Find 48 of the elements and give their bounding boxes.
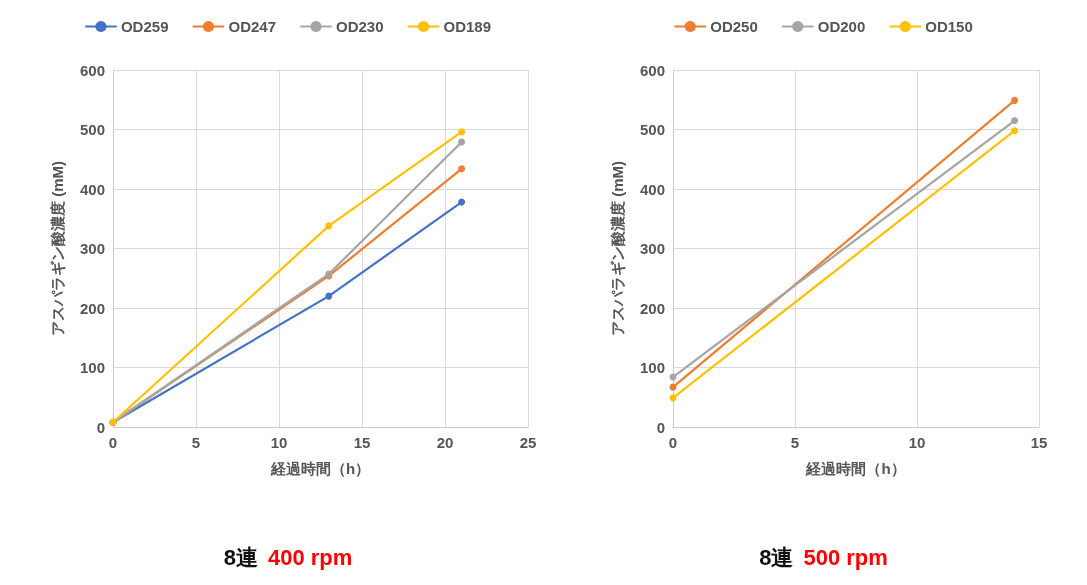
point bbox=[1011, 127, 1019, 135]
x-tick-label: 5 bbox=[790, 434, 800, 451]
legend-label: OD150 bbox=[925, 18, 973, 35]
point bbox=[458, 138, 466, 146]
y-tick-label: 300 bbox=[639, 240, 665, 257]
x-tick-label: 10 bbox=[908, 434, 926, 451]
x-tick-label: 20 bbox=[436, 434, 454, 451]
point bbox=[325, 292, 333, 300]
y-tick-label: 500 bbox=[639, 121, 665, 138]
point bbox=[458, 165, 466, 173]
point bbox=[325, 222, 333, 230]
point bbox=[458, 128, 466, 136]
x-axis-title: 経過時間（h） bbox=[269, 460, 371, 477]
y-axis-title: アスパラギン酸濃度 (mM) bbox=[609, 161, 626, 336]
y-tick-label: 100 bbox=[639, 359, 665, 376]
x-tick-label: 25 bbox=[519, 434, 537, 451]
y-tick-label: 600 bbox=[639, 61, 665, 79]
legend-label: OD230 bbox=[336, 18, 384, 35]
y-tick-label: 100 bbox=[79, 359, 105, 376]
y-tick-label: 0 bbox=[656, 418, 665, 436]
legend-label: OD189 bbox=[443, 18, 492, 35]
point bbox=[1011, 96, 1019, 104]
x-tick-label: 15 bbox=[1030, 434, 1048, 451]
x-tick-label: 15 bbox=[353, 434, 371, 451]
y-tick-label: 300 bbox=[79, 240, 105, 257]
x-tick-label: 10 bbox=[270, 434, 288, 451]
y-tick-label: 500 bbox=[79, 121, 105, 138]
y-tick-label: 400 bbox=[639, 180, 665, 198]
text: 400 rpm bbox=[267, 544, 353, 570]
x-tick-label: 5 bbox=[191, 434, 201, 451]
text: 8連 bbox=[223, 544, 258, 570]
y-axis-title: アスパラギン酸濃度 (mM) bbox=[49, 161, 66, 336]
legend-label: OD259 bbox=[120, 18, 169, 35]
x-tick-label: 0 bbox=[668, 434, 678, 451]
legend-label: OD200 bbox=[817, 18, 866, 35]
text: 8連 bbox=[759, 544, 794, 570]
y-tick-label: 400 bbox=[79, 180, 105, 198]
legend-label: OD247 bbox=[228, 18, 276, 35]
text: 500 rpm bbox=[803, 544, 888, 570]
x-axis-title: 経過時間（h） bbox=[805, 460, 906, 477]
legend-label: OD250 bbox=[710, 18, 758, 35]
x-tick-label: 0 bbox=[108, 434, 118, 451]
y-tick-label: 0 bbox=[96, 418, 105, 436]
point bbox=[1011, 117, 1019, 125]
y-tick-label: 200 bbox=[639, 299, 665, 317]
y-tick-label: 200 bbox=[79, 299, 105, 317]
y-tick-label: 600 bbox=[79, 61, 105, 79]
point bbox=[458, 198, 466, 206]
